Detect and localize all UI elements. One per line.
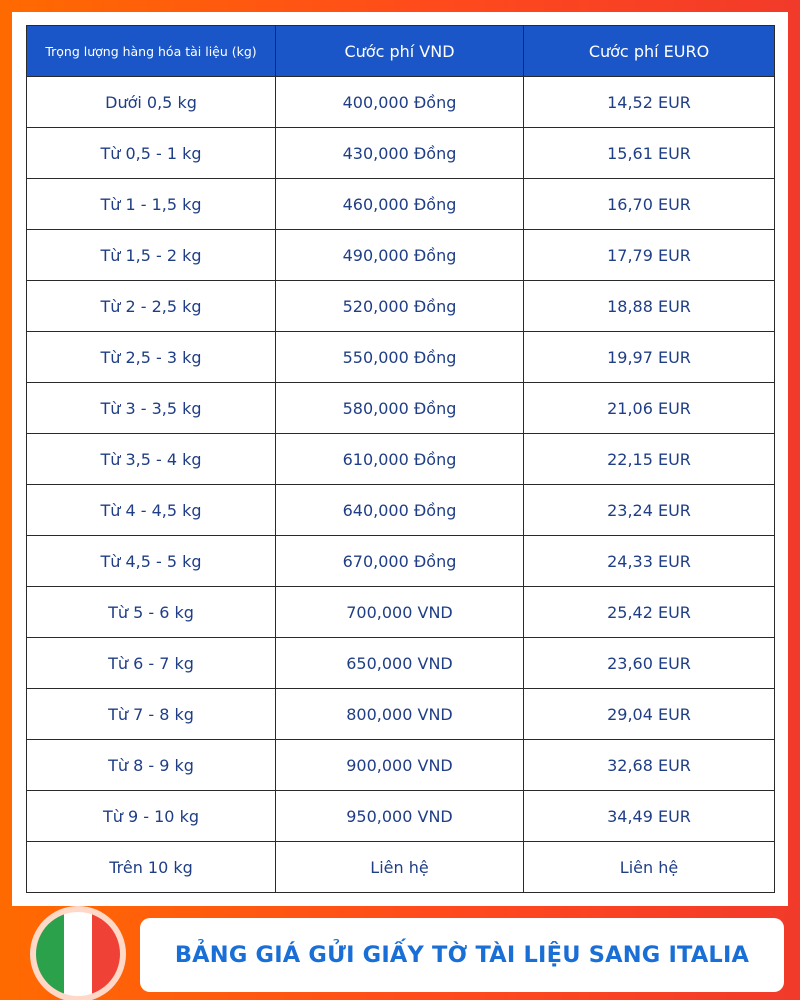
table-row: Từ 2 - 2,5 kg 520,000 Đồng 18,88 EUR [26, 280, 775, 332]
cell-weight: Từ 3 - 3,5 kg [26, 382, 276, 434]
cell-weight: Từ 9 - 10 kg [26, 790, 276, 842]
price-table-card: Trọng lượng hàng hóa tài liệu (kg) Cước … [12, 12, 788, 906]
cell-weight: Từ 4 - 4,5 kg [26, 484, 276, 536]
cell-fee-vnd: 670,000 Đồng [275, 535, 524, 587]
table-row: Trên 10 kg Liên hệ Liên hệ [26, 841, 775, 893]
price-table: Trọng lượng hàng hóa tài liệu (kg) Cước … [26, 25, 775, 893]
cell-fee-vnd: 650,000 VND [275, 637, 524, 689]
cell-fee-vnd: 900,000 VND [275, 739, 524, 791]
cell-fee-euro: 34,49 EUR [523, 790, 775, 842]
cell-fee-euro: 19,97 EUR [523, 331, 775, 383]
title-banner: BẢNG GIÁ GỬI GIẤY TỜ TÀI LIỆU SANG ITALI… [140, 918, 784, 992]
cell-fee-euro: 32,68 EUR [523, 739, 775, 791]
table-row: Từ 9 - 10 kg 950,000 VND 34,49 EUR [26, 790, 775, 842]
cell-fee-vnd: 550,000 Đồng [275, 331, 524, 383]
page-title: BẢNG GIÁ GỬI GIẤY TỜ TÀI LIỆU SANG ITALI… [174, 942, 750, 968]
cell-fee-euro: Liên hệ [523, 841, 775, 893]
table-row: Từ 7 - 8 kg 800,000 VND 29,04 EUR [26, 688, 775, 740]
cell-fee-vnd: 520,000 Đồng [275, 280, 524, 332]
cell-fee-vnd: 400,000 Đồng [275, 76, 524, 128]
cell-weight: Trên 10 kg [26, 841, 276, 893]
table-row: Từ 1 - 1,5 kg 460,000 Đồng 16,70 EUR [26, 178, 775, 230]
cell-fee-vnd: Liên hệ [275, 841, 524, 893]
table-row: Từ 1,5 - 2 kg 490,000 Đồng 17,79 EUR [26, 229, 775, 281]
italy-flag-icon [36, 912, 120, 996]
cell-weight: Từ 4,5 - 5 kg [26, 535, 276, 587]
cell-fee-vnd: 430,000 Đồng [275, 127, 524, 179]
table-row: Từ 3 - 3,5 kg 580,000 Đồng 21,06 EUR [26, 382, 775, 434]
cell-weight: Từ 5 - 6 kg [26, 586, 276, 638]
cell-fee-euro: 25,42 EUR [523, 586, 775, 638]
table-row: Từ 6 - 7 kg 650,000 VND 23,60 EUR [26, 637, 775, 689]
cell-weight: Từ 6 - 7 kg [26, 637, 276, 689]
cell-fee-vnd: 640,000 Đồng [275, 484, 524, 536]
cell-fee-euro: 23,60 EUR [523, 637, 775, 689]
header-fee-euro: Cước phí EURO [523, 25, 775, 77]
cell-weight: Từ 3,5 - 4 kg [26, 433, 276, 485]
flag-stripe-green [36, 912, 64, 996]
cell-fee-euro: 15,61 EUR [523, 127, 775, 179]
header-fee-vnd: Cước phí VND [275, 25, 524, 77]
flag-stripe-white [64, 912, 92, 996]
table-body: Dưới 0,5 kg 400,000 Đồng 14,52 EUR Từ 0,5 -… [26, 76, 775, 893]
cell-weight: Từ 1 - 1,5 kg [26, 178, 276, 230]
cell-fee-euro: 29,04 EUR [523, 688, 775, 740]
cell-fee-vnd: 950,000 VND [275, 790, 524, 842]
cell-fee-vnd: 800,000 VND [275, 688, 524, 740]
table-row: Từ 0,5 - 1 kg 430,000 Đồng 15,61 EUR [26, 127, 775, 179]
cell-weight: Dưới 0,5 kg [26, 76, 276, 128]
header-weight: Trọng lượng hàng hóa tài liệu (kg) [26, 25, 276, 77]
cell-weight: Từ 8 - 9 kg [26, 739, 276, 791]
cell-fee-euro: 23,24 EUR [523, 484, 775, 536]
flag-stripe-red [92, 912, 120, 996]
cell-fee-vnd: 610,000 Đồng [275, 433, 524, 485]
cell-weight: Từ 2 - 2,5 kg [26, 280, 276, 332]
cell-fee-euro: 22,15 EUR [523, 433, 775, 485]
cell-fee-euro: 14,52 EUR [523, 76, 775, 128]
cell-fee-vnd: 460,000 Đồng [275, 178, 524, 230]
cell-weight: Từ 7 - 8 kg [26, 688, 276, 740]
cell-fee-vnd: 700,000 VND [275, 586, 524, 638]
cell-fee-euro: 18,88 EUR [523, 280, 775, 332]
table-row: Từ 4 - 4,5 kg 640,000 Đồng 23,24 EUR [26, 484, 775, 536]
cell-weight: Từ 2,5 - 3 kg [26, 331, 276, 383]
cell-weight: Từ 1,5 - 2 kg [26, 229, 276, 281]
table-header-row: Trọng lượng hàng hóa tài liệu (kg) Cước … [26, 25, 775, 77]
table-row: Từ 4,5 - 5 kg 670,000 Đồng 24,33 EUR [26, 535, 775, 587]
cell-fee-vnd: 580,000 Đồng [275, 382, 524, 434]
table-row: Dưới 0,5 kg 400,000 Đồng 14,52 EUR [26, 76, 775, 128]
table-row: Từ 2,5 - 3 kg 550,000 Đồng 19,97 EUR [26, 331, 775, 383]
cell-fee-euro: 24,33 EUR [523, 535, 775, 587]
cell-fee-vnd: 490,000 Đồng [275, 229, 524, 281]
cell-weight: Từ 0,5 - 1 kg [26, 127, 276, 179]
table-row: Từ 3,5 - 4 kg 610,000 Đồng 22,15 EUR [26, 433, 775, 485]
cell-fee-euro: 21,06 EUR [523, 382, 775, 434]
cell-fee-euro: 17,79 EUR [523, 229, 775, 281]
cell-fee-euro: 16,70 EUR [523, 178, 775, 230]
italy-flag-badge [30, 906, 126, 1000]
table-row: Từ 8 - 9 kg 900,000 VND 32,68 EUR [26, 739, 775, 791]
table-row: Từ 5 - 6 kg 700,000 VND 25,42 EUR [26, 586, 775, 638]
